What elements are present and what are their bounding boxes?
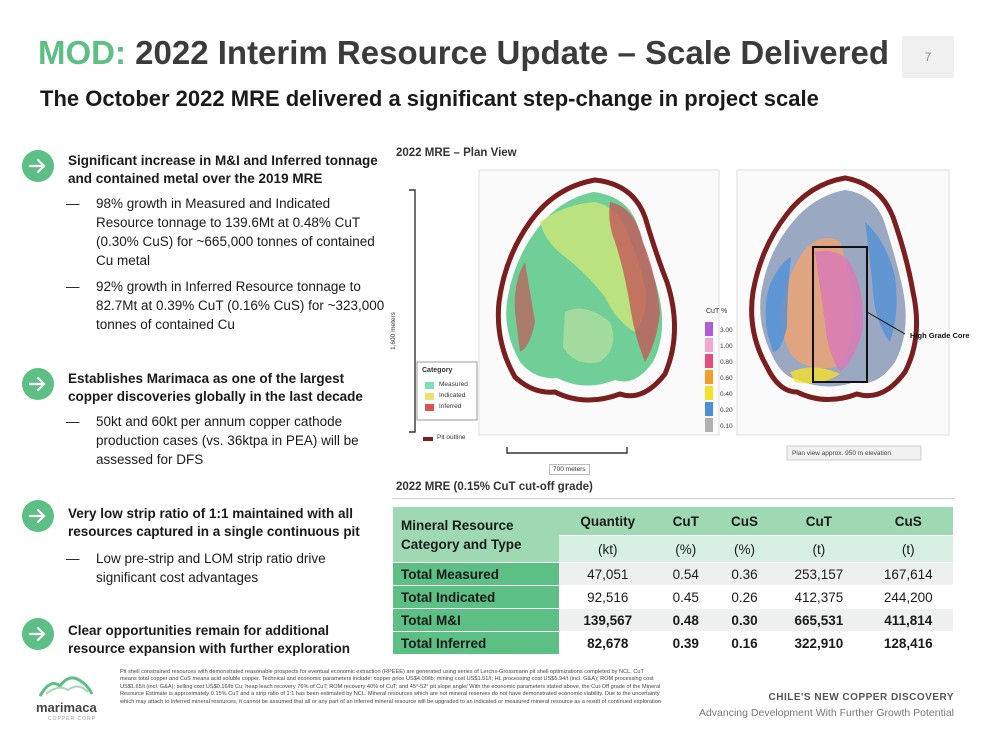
cell: 0.16 — [714, 631, 775, 655]
cut-legend-08: 0.80 — [720, 359, 733, 366]
row-label: Total Inferred — [393, 631, 559, 655]
table-row: Total Measured 47,051 0.54 0.36 253,157 … — [393, 562, 953, 586]
elevation-note: Plan view approx. 950 m elevation — [792, 450, 892, 457]
col-unit-kt: (kt) — [559, 535, 657, 563]
bullet-3-sub-1: — Low pre-strip and LOM strip ratio drive… — [66, 551, 326, 585]
table-row: Total M&I 139,567 0.48 0.30 665,531 411,… — [393, 608, 953, 632]
row-label: Total Measured — [393, 562, 559, 586]
bullet-3-arrow-icon — [22, 500, 54, 532]
mre-table: Mineral Resource Category and Type Quant… — [393, 507, 953, 655]
cell: 0.30 — [714, 608, 775, 632]
col-header-quantity: Quantity — [559, 507, 657, 536]
logo-tagline: COPPER CORP — [48, 716, 96, 722]
col-header-cut-t: CuT — [774, 507, 864, 536]
cut-legend-title: CuT % — [706, 308, 728, 315]
vertical-scale-label: 1,600 meters — [390, 312, 397, 350]
col-unit-pct-1: (%) — [656, 535, 715, 563]
category-header: Mineral Resource Category and Type — [393, 507, 559, 563]
row-label: Total Indicated — [393, 585, 559, 609]
cut-legend-01: 0.10 — [720, 423, 733, 430]
category-legend-title: Category — [422, 367, 453, 374]
cell: 0.39 — [656, 631, 715, 655]
horizontal-scale-label: 700 meters — [549, 464, 590, 475]
col-header-cut-pct: CuT — [656, 507, 715, 536]
cell: 0.26 — [714, 585, 775, 609]
page-subtitle: The October 2022 MRE delivered a signifi… — [40, 86, 819, 111]
cell: 411,814 — [863, 608, 953, 632]
cut-legend-04: 0.40 — [720, 391, 733, 398]
cell: 412,375 — [774, 585, 864, 609]
table-divider — [392, 498, 954, 499]
bullet-1-sub-1: —98% growth in Measured and Indicated Re… — [66, 196, 375, 268]
bullet-4-heading: Clear opportunities remain for additiona… — [68, 623, 351, 656]
footnote: Pit shell constrained resources with dem… — [120, 669, 662, 705]
cell: 0.48 — [656, 608, 715, 632]
brand-tagline: CHILE'S NEW COPPER DISCOVERY — [768, 692, 954, 703]
cut-legend-06: 0.60 — [720, 375, 733, 382]
bullet-1-heading: Significant increase in M&I and Inferred… — [68, 153, 378, 186]
page-title: MOD: 2022 Interim Resource Update – Scal… — [38, 34, 889, 72]
cell: 322,910 — [774, 631, 864, 655]
col-unit-pct-2: (%) — [714, 535, 775, 563]
cell: 0.45 — [656, 585, 715, 609]
col-header-cus-pct: CuS — [714, 507, 775, 536]
horizontal-scale-bar — [506, 447, 628, 454]
cell: 47,051 — [559, 562, 657, 586]
plan-view-title: 2022 MRE – Plan View — [396, 147, 517, 159]
logo-name: marimaca — [36, 700, 97, 715]
cell: 244,200 — [863, 585, 953, 609]
high-grade-core-box — [812, 246, 868, 383]
marimaca-logo-icon — [38, 676, 94, 697]
cell: 82,678 — [559, 631, 657, 655]
table-title: 2022 MRE (0.15% CuT cut-off grade) — [396, 481, 593, 493]
table-row: Total Inferred 82,678 0.39 0.16 322,910 … — [393, 631, 953, 655]
row-label: Total M&I — [393, 608, 559, 632]
bullet-1-sub-2: —92% growth in Inferred Resource tonnage… — [66, 279, 385, 332]
cut-legend-02: 0.20 — [720, 407, 733, 414]
legend-inferred: Inferred — [439, 403, 462, 410]
title-text: 2022 Interim Resource Update – Scale Del… — [135, 34, 890, 71]
pit-outline-label: Pit outline — [437, 434, 466, 441]
cut-legend-1: 1.00 — [720, 343, 733, 350]
plan-view-maps — [409, 169, 950, 461]
cell: 0.36 — [714, 562, 775, 586]
high-grade-core-label: High Grade Core — [910, 331, 970, 340]
brand-subtagline: Advancing Development With Further Growt… — [698, 707, 954, 719]
cell: 139,567 — [559, 608, 657, 632]
title-accent: MOD: — [38, 34, 126, 71]
page-number: 7 — [902, 36, 954, 78]
bullet-2-arrow-icon — [22, 368, 54, 400]
cell: 128,416 — [863, 631, 953, 655]
col-unit-t-2: (t) — [863, 535, 953, 563]
legend-measured: Measured — [439, 381, 468, 388]
bullet-2-heading: Establishes Marimaca as one of the large… — [68, 371, 363, 404]
vertical-scale-bar — [409, 189, 416, 433]
col-unit-t-1: (t) — [774, 535, 864, 563]
table-row: Total Indicated 92,516 0.45 0.26 412,375… — [393, 585, 953, 609]
bullet-3-heading: Very low strip ratio of 1:1 maintained w… — [68, 506, 360, 539]
pit-outline-right — [749, 175, 920, 402]
bullet-1-arrow-icon — [22, 150, 58, 182]
cut-legend-3: 3.00 — [720, 327, 733, 334]
bullet-2-sub-1: —50kt and 60kt per annum copper cathode … — [66, 414, 359, 467]
cell: 167,614 — [863, 562, 953, 586]
col-header-cus-t: CuS — [863, 507, 953, 536]
bullet-4-arrow-icon — [22, 618, 54, 650]
pit-outline-left — [495, 177, 677, 403]
cell: 253,157 — [774, 562, 864, 586]
legend-indicated: Indicated — [439, 392, 466, 399]
cell: 0.54 — [656, 562, 715, 586]
cell: 92,516 — [559, 585, 657, 609]
cell: 665,531 — [774, 608, 864, 632]
